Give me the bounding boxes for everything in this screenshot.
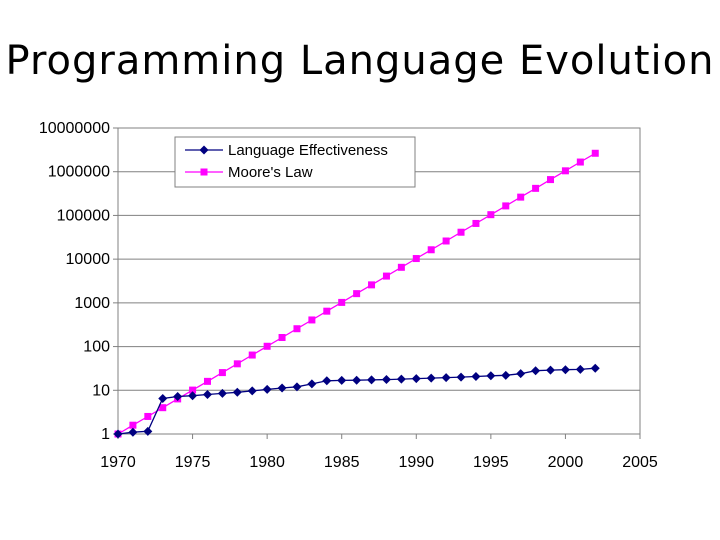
moore-s-law-point xyxy=(487,211,495,219)
language-effectiveness-point xyxy=(441,373,451,383)
language-effectiveness-point xyxy=(143,426,153,436)
language-effectiveness-point xyxy=(471,371,481,381)
y-tick-label: 100 xyxy=(83,339,110,356)
language-effectiveness-point xyxy=(501,370,511,380)
moore-s-law-point xyxy=(159,404,167,412)
moore-s-law-point xyxy=(561,167,569,175)
y-tick-label: 10000000 xyxy=(39,120,110,137)
moore-s-law-point xyxy=(218,369,226,377)
y-tick-label: 1000000 xyxy=(48,164,110,181)
language-effectiveness-point xyxy=(277,383,287,393)
language-effectiveness-point xyxy=(128,427,138,437)
language-effectiveness-point xyxy=(381,375,391,385)
language-effectiveness-point xyxy=(411,374,421,384)
language-effectiveness-point xyxy=(560,365,570,375)
language-effectiveness-point xyxy=(232,387,242,397)
moore-s-law-point xyxy=(397,263,405,271)
legend-marker-moore-s-law xyxy=(200,168,208,176)
slide-title: Programming Language Evolution xyxy=(5,38,715,84)
x-tick-label: 1990 xyxy=(398,454,434,471)
language-effectiveness-point xyxy=(575,364,585,374)
x-axis-ticks: 1970 1975 1980 1985 1990 1995 2000 2005 xyxy=(100,434,658,471)
x-tick-label: 2005 xyxy=(622,454,658,471)
moore-s-law-point xyxy=(412,255,420,263)
language-effectiveness-point xyxy=(456,372,466,382)
language-effectiveness-point xyxy=(202,390,212,400)
language-effectiveness-point xyxy=(486,371,496,381)
language-effectiveness-point xyxy=(247,386,257,396)
moore-s-law-point xyxy=(189,386,197,394)
moore-s-law-point xyxy=(308,316,316,324)
y-tick-label: 10 xyxy=(92,382,110,399)
moore-s-law-point xyxy=(233,360,241,368)
y-tick-label: 1000 xyxy=(74,295,110,312)
moore-s-law-point xyxy=(248,351,256,359)
moore-s-law-point xyxy=(144,412,152,420)
moore-s-law-point xyxy=(382,272,390,280)
language-effectiveness-point xyxy=(516,369,526,379)
moore-s-law-point xyxy=(129,421,137,429)
moore-s-law-point xyxy=(547,176,555,184)
moore-s-law-point xyxy=(591,149,599,157)
moore-s-law-point xyxy=(353,290,361,298)
y-tick-label: 100000 xyxy=(57,207,110,224)
moore-s-law-point xyxy=(472,219,480,227)
moore-s-law-point xyxy=(502,202,510,210)
language-effectiveness-point xyxy=(113,429,123,439)
language-effectiveness-point xyxy=(262,384,272,394)
x-tick-label: 2000 xyxy=(548,454,584,471)
legend: Language Effectiveness Moore's Law xyxy=(174,136,416,188)
x-tick-label: 1980 xyxy=(249,454,285,471)
language-effectiveness-point xyxy=(426,373,436,383)
y-tick-label: 10000 xyxy=(66,251,111,268)
moore-s-law-point xyxy=(457,228,465,236)
language-effectiveness-point xyxy=(396,374,406,384)
moore-s-law-point xyxy=(442,237,450,245)
moore-s-law-point xyxy=(263,342,271,350)
language-effectiveness-point xyxy=(546,365,556,375)
moore-s-law-point xyxy=(293,325,301,333)
series-group xyxy=(113,149,600,439)
moore-s-law-point xyxy=(338,298,346,306)
x-tick-label: 1975 xyxy=(175,454,211,471)
language-effectiveness-point xyxy=(292,382,302,392)
language-effectiveness-point xyxy=(352,375,362,385)
x-tick-label: 1985 xyxy=(324,454,360,471)
moore-s-law-point xyxy=(203,377,211,385)
moore-s-law-point xyxy=(368,281,376,289)
y-axis-ticks: 1 10 100 1000 10000 100000 1000000 10000000 xyxy=(39,120,118,443)
language-effectiveness-point xyxy=(322,376,332,386)
legend-label-moore-s-law: Moore's Law xyxy=(228,164,313,181)
x-tick-label: 1970 xyxy=(100,454,136,471)
language-effectiveness-point xyxy=(307,379,317,389)
moore-s-law-point xyxy=(517,193,525,201)
language-effectiveness-point xyxy=(367,375,377,385)
language-effectiveness-point xyxy=(590,363,600,373)
moore-s-law-point xyxy=(576,158,584,166)
moore-s-law-point xyxy=(278,333,286,341)
legend-label-language-effectiveness: Language Effectiveness xyxy=(228,142,388,159)
language-effectiveness-point xyxy=(188,391,198,401)
legend-box xyxy=(174,136,416,188)
moore-s-law-point xyxy=(427,246,435,254)
language-effectiveness-point xyxy=(337,375,347,385)
legend-marker-language-effectiveness xyxy=(199,145,209,155)
x-tick-label: 1995 xyxy=(473,454,509,471)
moore-s-law-point xyxy=(532,184,540,192)
language-effectiveness-point xyxy=(531,366,541,376)
plot-area xyxy=(117,127,641,435)
moore-s-law-point xyxy=(323,307,331,315)
language-effectiveness-point xyxy=(173,392,183,402)
y-tick-label: 1 xyxy=(101,426,110,443)
language-effectiveness-point xyxy=(217,388,227,398)
language-effectiveness-point xyxy=(158,393,168,403)
